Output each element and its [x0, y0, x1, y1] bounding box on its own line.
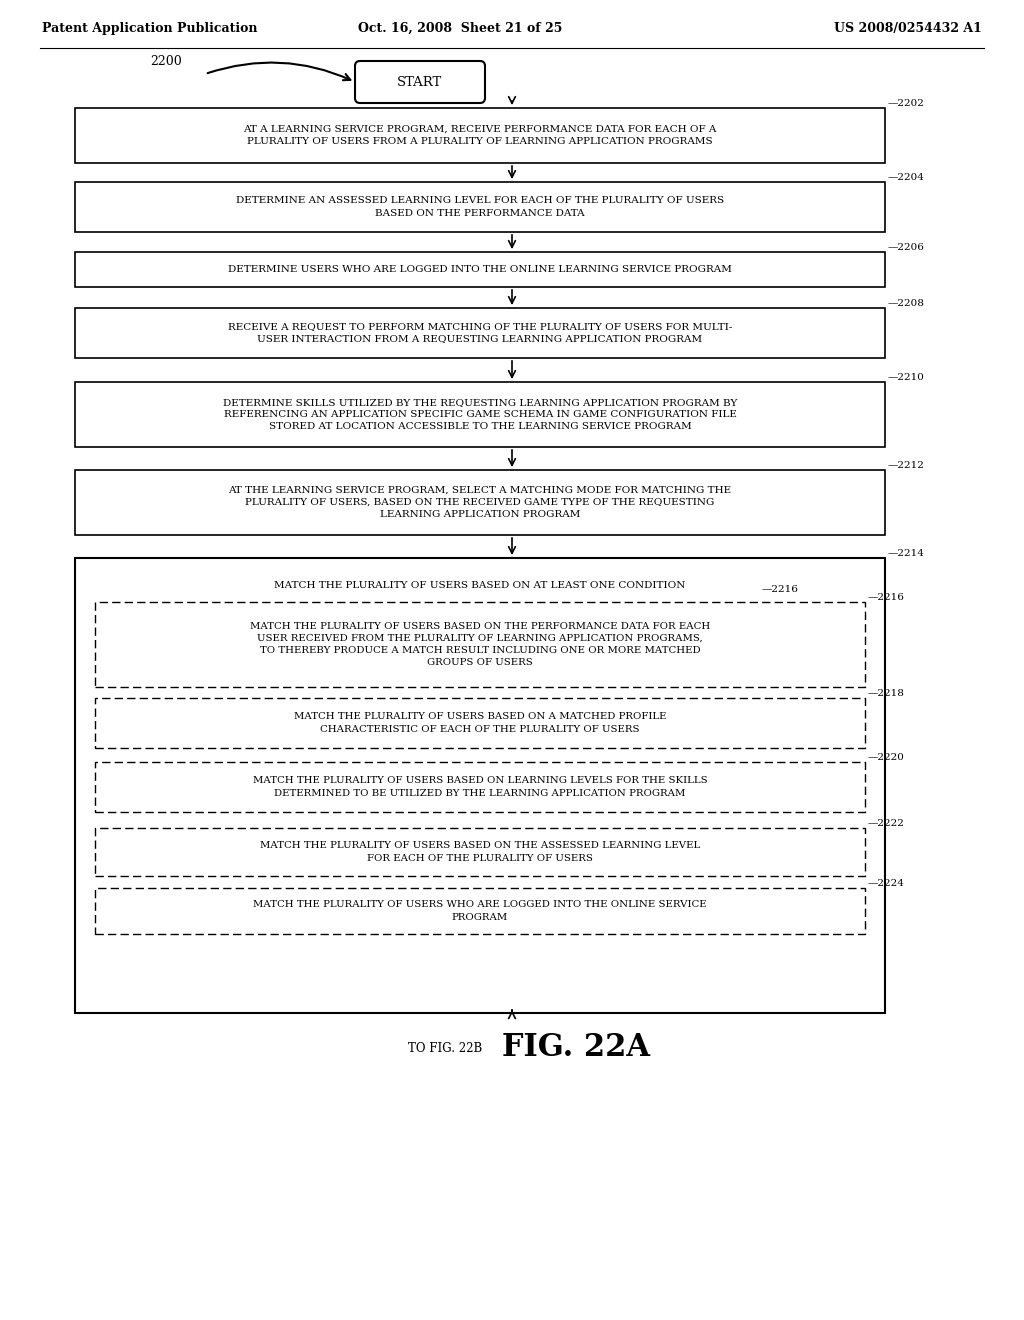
- Text: —2216: —2216: [868, 593, 905, 602]
- Text: MATCH THE PLURALITY OF USERS BASED ON THE PERFORMANCE DATA FOR EACH
USER RECEIVE: MATCH THE PLURALITY OF USERS BASED ON TH…: [250, 622, 710, 667]
- Text: —2216: —2216: [762, 585, 799, 594]
- Text: —2210: —2210: [888, 374, 925, 381]
- Text: START: START: [397, 75, 442, 88]
- FancyBboxPatch shape: [355, 61, 485, 103]
- Text: —2222: —2222: [868, 818, 905, 828]
- Text: DETERMINE SKILLS UTILIZED BY THE REQUESTING LEARNING APPLICATION PROGRAM BY
REFE: DETERMINE SKILLS UTILIZED BY THE REQUEST…: [223, 397, 737, 432]
- Text: RECEIVE A REQUEST TO PERFORM MATCHING OF THE PLURALITY OF USERS FOR MULTI-
USER : RECEIVE A REQUEST TO PERFORM MATCHING OF…: [227, 322, 732, 343]
- Text: DETERMINE USERS WHO ARE LOGGED INTO THE ONLINE LEARNING SERVICE PROGRAM: DETERMINE USERS WHO ARE LOGGED INTO THE …: [228, 265, 732, 275]
- Text: TO FIG. 22B: TO FIG. 22B: [408, 1041, 482, 1055]
- Text: —2208: —2208: [888, 300, 925, 308]
- Text: MATCH THE PLURALITY OF USERS BASED ON AT LEAST ONE CONDITION: MATCH THE PLURALITY OF USERS BASED ON AT…: [274, 581, 686, 590]
- Text: —2212: —2212: [888, 461, 925, 470]
- Text: MATCH THE PLURALITY OF USERS BASED ON A MATCHED PROFILE
CHARACTERISTIC OF EACH O: MATCH THE PLURALITY OF USERS BASED ON A …: [294, 713, 667, 734]
- Text: —2214: —2214: [888, 549, 925, 558]
- Text: —2202: —2202: [888, 99, 925, 108]
- Text: 2200: 2200: [150, 55, 181, 69]
- Text: AT THE LEARNING SERVICE PROGRAM, SELECT A MATCHING MODE FOR MATCHING THE
PLURALI: AT THE LEARNING SERVICE PROGRAM, SELECT …: [228, 486, 731, 519]
- Text: FIG. 22A: FIG. 22A: [502, 1032, 650, 1064]
- Text: —2220: —2220: [868, 752, 905, 762]
- Text: MATCH THE PLURALITY OF USERS BASED ON LEARNING LEVELS FOR THE SKILLS
DETERMINED : MATCH THE PLURALITY OF USERS BASED ON LE…: [253, 776, 708, 797]
- Text: US 2008/0254432 A1: US 2008/0254432 A1: [835, 22, 982, 36]
- Text: DETERMINE AN ASSESSED LEARNING LEVEL FOR EACH OF THE PLURALITY OF USERS
BASED ON: DETERMINE AN ASSESSED LEARNING LEVEL FOR…: [236, 197, 724, 218]
- Text: MATCH THE PLURALITY OF USERS WHO ARE LOGGED INTO THE ONLINE SERVICE
PROGRAM: MATCH THE PLURALITY OF USERS WHO ARE LOG…: [253, 900, 707, 921]
- Text: —2224: —2224: [868, 879, 905, 888]
- Text: —2204: —2204: [888, 173, 925, 182]
- Text: MATCH THE PLURALITY OF USERS BASED ON THE ASSESSED LEARNING LEVEL
FOR EACH OF TH: MATCH THE PLURALITY OF USERS BASED ON TH…: [260, 841, 700, 862]
- Text: Oct. 16, 2008  Sheet 21 of 25: Oct. 16, 2008 Sheet 21 of 25: [357, 22, 562, 36]
- Text: Patent Application Publication: Patent Application Publication: [42, 22, 257, 36]
- Text: AT A LEARNING SERVICE PROGRAM, RECEIVE PERFORMANCE DATA FOR EACH OF A
PLURALITY : AT A LEARNING SERVICE PROGRAM, RECEIVE P…: [244, 125, 717, 147]
- Text: —2218: —2218: [868, 689, 905, 698]
- Text: —2206: —2206: [888, 243, 925, 252]
